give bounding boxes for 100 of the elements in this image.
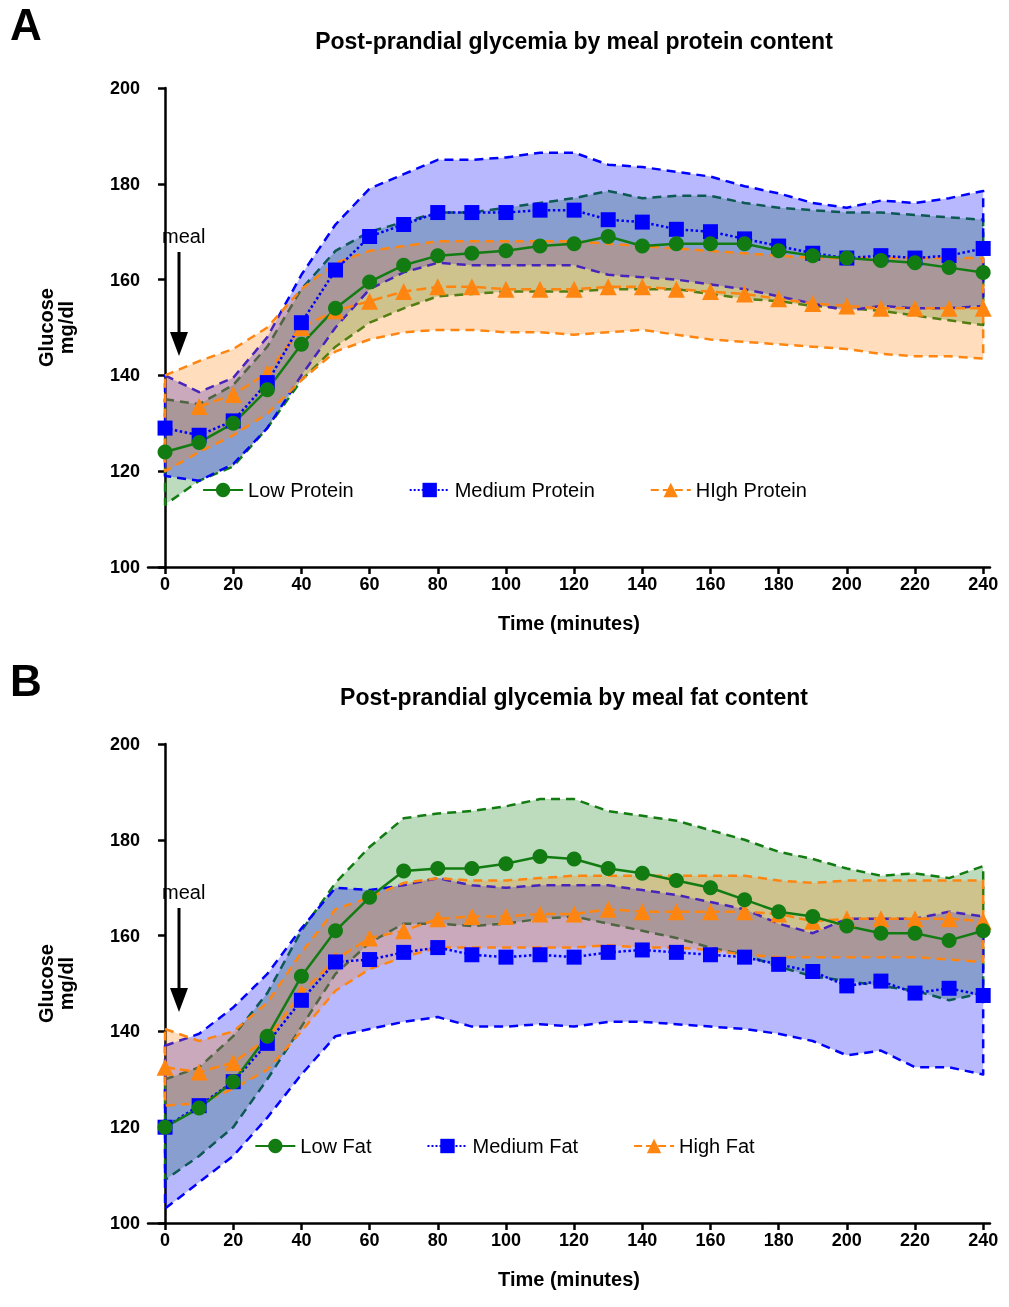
point (565, 280, 583, 298)
point (157, 444, 173, 460)
point (190, 1063, 208, 1081)
legend-label: High Fat (679, 1135, 756, 1157)
point (633, 278, 651, 296)
point (395, 922, 413, 940)
point (464, 947, 480, 963)
point (293, 992, 309, 1008)
point (599, 278, 617, 296)
point (566, 851, 582, 867)
point (804, 295, 822, 313)
x-tick-label: 60 (359, 1230, 380, 1250)
x-tick-label: 0 (160, 1230, 171, 1250)
point (362, 274, 378, 290)
y-tick-label: 180 (109, 173, 140, 194)
point (805, 908, 821, 924)
point (906, 910, 924, 928)
point (667, 903, 685, 921)
point (667, 280, 685, 298)
x-tick-label: 40 (291, 574, 312, 594)
point (566, 236, 582, 252)
point (157, 420, 173, 436)
point (328, 923, 343, 939)
point (701, 903, 719, 921)
x-tick-label: 240 (968, 574, 999, 594)
chart-title: Post-prandial glycemia by meal protein content (315, 27, 834, 54)
text: A (10, 0, 42, 50)
y-tick-label: 140 (109, 1021, 140, 1042)
x-tick-label: 0 (160, 574, 171, 594)
point (941, 932, 957, 948)
point (737, 236, 753, 252)
point (498, 205, 514, 221)
x-tick-label: 20 (223, 574, 244, 594)
point (361, 292, 379, 310)
point (907, 925, 923, 941)
point (872, 910, 890, 928)
y-tick-label: 180 (109, 829, 140, 850)
x-tick-label: 180 (763, 574, 794, 594)
point (668, 944, 684, 960)
point (737, 892, 753, 908)
point (975, 264, 991, 280)
point (259, 1028, 275, 1044)
point (395, 283, 413, 301)
x-tick-label: 40 (291, 1230, 312, 1250)
point (156, 1058, 174, 1076)
x-tick-label: 120 (559, 1230, 590, 1250)
chart-title: Post-prandial glycemia by meal fat content (340, 683, 809, 710)
legend-label: Medium Protein (454, 479, 595, 501)
legend-label: Medium Fat (472, 1135, 579, 1157)
point (907, 985, 923, 1001)
point (701, 283, 719, 301)
point (941, 980, 957, 996)
point (429, 278, 447, 296)
point (805, 964, 821, 980)
x-tick-label: 160 (695, 574, 726, 594)
point (224, 386, 242, 404)
y-tick-label: 200 (109, 734, 140, 754)
point (633, 903, 651, 921)
point (668, 873, 684, 889)
point (566, 949, 582, 965)
point (565, 905, 583, 923)
point (975, 923, 991, 939)
point (771, 956, 787, 972)
point (293, 968, 309, 984)
point (464, 861, 480, 877)
x-tick-label: 200 (831, 1230, 862, 1250)
point (293, 336, 309, 352)
x-tick-label: 140 (627, 1230, 658, 1250)
x-tick-label: 220 (899, 574, 931, 594)
point (634, 865, 650, 881)
point (396, 257, 412, 273)
point (736, 285, 754, 303)
y-tick-label: 160 (109, 269, 140, 290)
point (464, 205, 480, 221)
point (396, 863, 412, 879)
point (430, 940, 446, 956)
point (737, 949, 753, 965)
y-axis-title: Glucose mg/dl (35, 944, 77, 1023)
point (906, 299, 924, 317)
x-tick-label: 220 (899, 1230, 931, 1250)
point (463, 907, 481, 925)
legend-label: Low Fat (300, 1135, 372, 1157)
y-tick-label: 160 (109, 925, 140, 946)
x-tick-label: 80 (427, 574, 448, 594)
y-tick-label: 120 (109, 1117, 140, 1138)
point (429, 910, 447, 928)
point (975, 987, 991, 1003)
x-tick-label: 120 (559, 574, 590, 594)
y-tick-label: 140 (109, 365, 140, 386)
x-tick-label: 160 (695, 1230, 726, 1250)
y-tick-label: 200 (109, 78, 140, 98)
point (702, 880, 718, 896)
point (532, 947, 548, 963)
x-tick-label: 240 (968, 1230, 999, 1250)
point (668, 221, 684, 237)
point (497, 280, 515, 298)
point (975, 240, 991, 256)
point (498, 243, 514, 259)
point (974, 299, 992, 317)
y-axis-title: Glucose mg/dl (35, 288, 77, 367)
